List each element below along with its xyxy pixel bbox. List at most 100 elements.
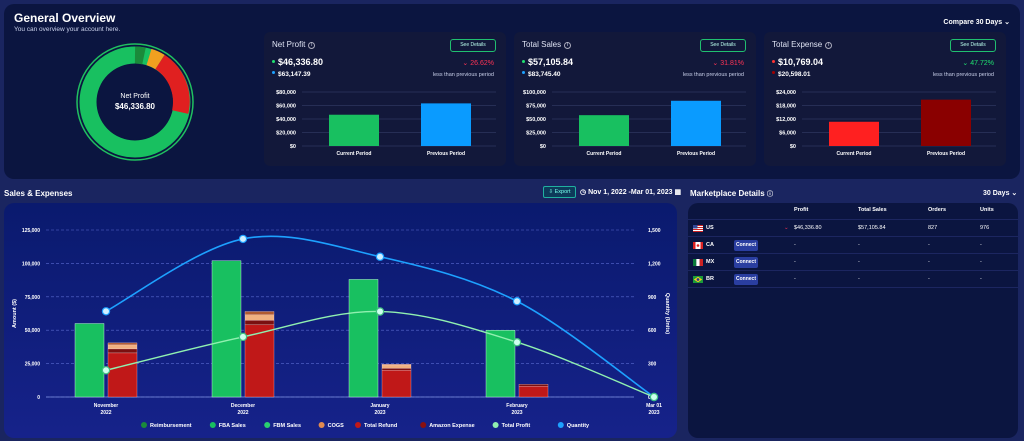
bar-previous <box>671 100 721 146</box>
change-percent-text: 26.62% <box>470 60 494 67</box>
country-code: CA <box>706 242 714 248</box>
card-bar-chart: $80,000 $60,000 $40,000 $20,000 $0 Current Pe… <box>276 90 496 157</box>
expense-bar-segment <box>381 364 412 369</box>
fba-sales-bar <box>211 260 242 398</box>
date-range-picker[interactable]: ◷ Nov 1, 2022 -Mar 01, 2023 ▦ <box>580 188 681 196</box>
marketplace-row-br: BR Connect - - - - <box>688 271 1018 288</box>
connect-button[interactable]: Connect <box>734 240 758 251</box>
y-tick-label: $25,000 <box>526 131 546 137</box>
fba-sales-bar <box>348 279 379 398</box>
clock-icon: ◷ <box>580 189 587 196</box>
donut-label: Net Profit <box>120 93 149 100</box>
bar-previous <box>921 99 971 146</box>
expense-bar-segment <box>107 344 138 350</box>
fba-sales-bar <box>485 329 516 398</box>
info-icon: i <box>308 42 316 49</box>
legend-swatch <box>141 422 147 428</box>
see-details-button[interactable]: See Details <box>700 39 746 52</box>
previous-value-text: $20,598.01 <box>778 71 811 78</box>
expense-bar-segment <box>107 352 138 398</box>
expense-bar-segment <box>381 364 412 366</box>
current-dot <box>772 60 775 63</box>
profit-cell: - <box>794 276 796 282</box>
marketplace-row-mx: MX Connect - - - - <box>688 254 1018 271</box>
legend-swatch <box>318 422 325 428</box>
total-profit-point <box>512 338 522 347</box>
overview-subtitle: You can overview your account here. <box>14 26 121 33</box>
profit-cell: - <box>794 242 796 248</box>
y-tick-label: 0 <box>37 395 40 401</box>
country-code: MX <box>706 259 715 265</box>
y2-tick-label: 1,500 <box>648 228 661 234</box>
kpi-card-1: Total Sales i See Details $57,105.84 $83,… <box>514 32 756 166</box>
card-title-text: Net Profit <box>272 40 306 49</box>
current-value-text: $57,105.84 <box>528 57 574 67</box>
donut-reimbursement-arc <box>134 46 146 65</box>
y-tick-label: $0 <box>290 144 296 150</box>
x-tick-label: Previous Period <box>427 151 465 157</box>
y-tick-label: $6,000 <box>779 131 796 137</box>
x-tick-label: Previous Period <box>677 151 715 157</box>
marketplace-days-dropdown[interactable]: 30 Days ⌄ <box>983 189 1017 197</box>
orders-cell: - <box>928 276 930 282</box>
y-tick-label: $0 <box>540 144 546 150</box>
donut-value: $46,336.80 <box>115 102 156 111</box>
chevron-down-icon: ⌄ <box>1004 19 1010 26</box>
marketplace-title-text: Marketplace Details <box>690 189 765 198</box>
marketplace-row-ca: CA Connect - - - - <box>688 237 1018 254</box>
card-title: Total Sales i <box>522 40 572 49</box>
trend-arrow-icon: ⌄ <box>462 60 469 67</box>
bar-current <box>329 114 379 146</box>
y2-tick-label: 1,200 <box>648 261 661 267</box>
marketplace-header-row: Profit Total Sales Orders Units <box>688 203 1018 220</box>
x-tick-label: February <box>506 403 528 409</box>
legend-swatch <box>557 422 564 428</box>
flag-mx-icon <box>693 259 703 266</box>
x-tick-label: Current Period <box>836 151 871 157</box>
flag-br-icon <box>693 276 703 283</box>
date-range-label: Nov 1, 2022 -Mar 01, 2023 <box>588 189 673 196</box>
x-tick-label: Mar 01 <box>646 403 662 409</box>
export-button[interactable]: ⇩ Export <box>543 186 576 198</box>
card-title: Total Expense i <box>772 40 833 49</box>
trend-arrow-icon: ⌄ <box>962 60 969 67</box>
y-tick-label: 100,000 <box>22 261 40 267</box>
previous-value: $63,147.39 <box>272 71 311 78</box>
see-details-button[interactable]: See Details <box>950 39 996 52</box>
previous-value: $20,598.01 <box>772 71 811 78</box>
orders-cell: 827 <box>928 225 938 231</box>
marketplace-days-label: 30 Days <box>983 190 1010 197</box>
x-tick-label: Previous Period <box>927 151 965 157</box>
y-tick-label: 125,000 <box>22 228 40 234</box>
sales-expenses-chart: 125,000 1,500 100,000 1,200 75,000 900 50,000 6… <box>12 228 670 429</box>
donut-cogs-arc <box>146 48 165 70</box>
total-profit-point <box>649 392 659 402</box>
total-profit-point <box>101 366 111 375</box>
see-details-button[interactable]: See Details <box>450 39 496 52</box>
expense-bar-segment <box>381 368 412 371</box>
y-tick-label: 25,000 <box>25 362 41 368</box>
y-tick-label: $18,000 <box>776 104 796 110</box>
x-tick-sublabel: 2023 <box>374 410 385 416</box>
connect-button[interactable]: Connect <box>734 257 758 268</box>
bar-current <box>579 115 629 146</box>
info-icon: i <box>564 42 572 49</box>
card-title-text: Total Expense <box>772 40 823 49</box>
previous-dot <box>772 71 775 74</box>
previous-dot <box>272 71 275 74</box>
y-tick-label: $12,000 <box>776 117 796 123</box>
legend-label: Total Refund <box>364 423 397 429</box>
card-bar-chart: $24,000 $18,000 $12,000 $6,000 $0 Current Per… <box>776 90 996 157</box>
col-units: Units <box>980 207 994 213</box>
y-tick-label: $0 <box>790 144 796 150</box>
compare-label: Compare 30 Days <box>943 19 1003 26</box>
current-value: $10,769.04 <box>772 57 823 67</box>
expense-bar-segment <box>107 348 138 354</box>
compare-dropdown[interactable]: Compare 30 Days ⌄ <box>943 18 1010 26</box>
legend-label: FBM Sales <box>273 423 301 429</box>
expense-bar-segment <box>518 384 549 387</box>
connect-button[interactable]: Connect <box>734 274 758 285</box>
x-tick-sublabel: 2023 <box>648 410 659 416</box>
profit-cell: - <box>794 259 796 265</box>
legend-label: COGS <box>328 423 345 429</box>
